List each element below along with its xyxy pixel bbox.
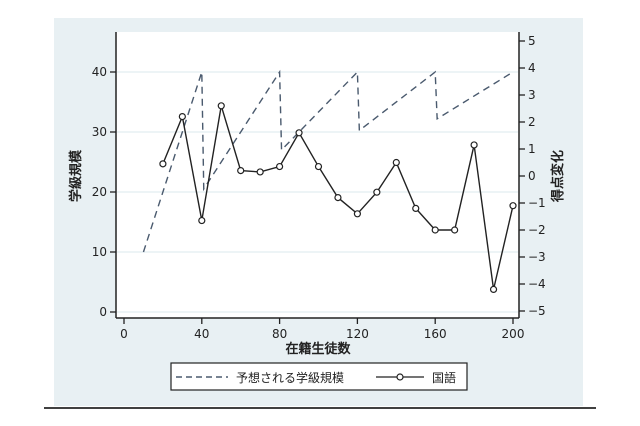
left-tick-label: 20 [92, 185, 107, 199]
x-tick-label: 120 [346, 327, 369, 341]
x-tick-label: 40 [194, 327, 209, 341]
data-point-marker [217, 102, 225, 110]
right-tick-label: −1 [528, 196, 546, 210]
right-tick-label: −2 [528, 223, 546, 237]
left-tick-label: 10 [92, 245, 107, 259]
right-tick-label: 4 [528, 61, 536, 75]
data-point-marker [295, 129, 303, 137]
legend-label-japanese: 国語 [432, 370, 456, 385]
right-axis-ticks: 5 4 3 2 1 0 −1 −2 −3 −4 −5 [519, 34, 546, 318]
series-japanese-score [159, 102, 517, 293]
right-tick-label: 3 [528, 88, 536, 102]
series-predicted-class-size [142, 69, 514, 253]
data-point-marker [276, 162, 284, 171]
data-point-marker [470, 141, 478, 149]
plot-area [116, 32, 519, 318]
x-tick-label: 200 [502, 327, 525, 341]
data-point-marker [334, 194, 342, 202]
bottom-divider [44, 407, 596, 409]
x-tick-label: 80 [272, 327, 287, 341]
data-point-marker [159, 160, 167, 168]
axes [115, 32, 520, 319]
data-point-marker [431, 226, 439, 234]
right-tick-label: 5 [528, 34, 536, 48]
left-tick-label: 40 [92, 65, 107, 79]
gridlines [117, 71, 518, 313]
right-axis-label: 得点変化 [550, 150, 566, 203]
x-axis-label: 在籍生徒数 [285, 341, 351, 357]
data-point-marker [489, 285, 498, 293]
predicted-class-size-line [142, 69, 514, 253]
left-tick-label: 30 [92, 125, 107, 139]
legend-marker-icon [396, 373, 404, 381]
data-point-marker [412, 204, 420, 212]
data-point-marker [451, 226, 459, 234]
data-point-marker [178, 112, 186, 121]
x-tick-label: 160 [424, 327, 447, 341]
right-tick-label: 2 [528, 115, 536, 129]
x-axis-ticks: 0 40 80 120 160 200 [120, 318, 524, 341]
data-point-marker [198, 216, 206, 225]
data-point-marker [509, 202, 517, 210]
right-tick-label: 1 [528, 142, 536, 156]
left-tick-label: 0 [99, 305, 107, 319]
right-tick-label: −5 [528, 304, 546, 318]
data-point-marker [237, 167, 245, 175]
right-tick-label: 0 [528, 169, 536, 183]
right-tick-label: −3 [528, 250, 546, 264]
data-point-marker [353, 210, 361, 218]
data-point-marker [256, 168, 264, 176]
left-axis-ticks: 0 10 20 30 40 [92, 65, 116, 319]
x-tick-label: 0 [120, 327, 128, 341]
data-point-marker [392, 158, 400, 167]
legend: 予想される学級規模 国語 [170, 362, 468, 391]
right-tick-label: −4 [528, 277, 546, 291]
legend-label-predicted: 予想される学級規模 [236, 370, 344, 385]
left-axis-label: 学級規模 [68, 149, 84, 202]
data-point-marker [314, 162, 323, 171]
data-point-marker [373, 188, 381, 196]
